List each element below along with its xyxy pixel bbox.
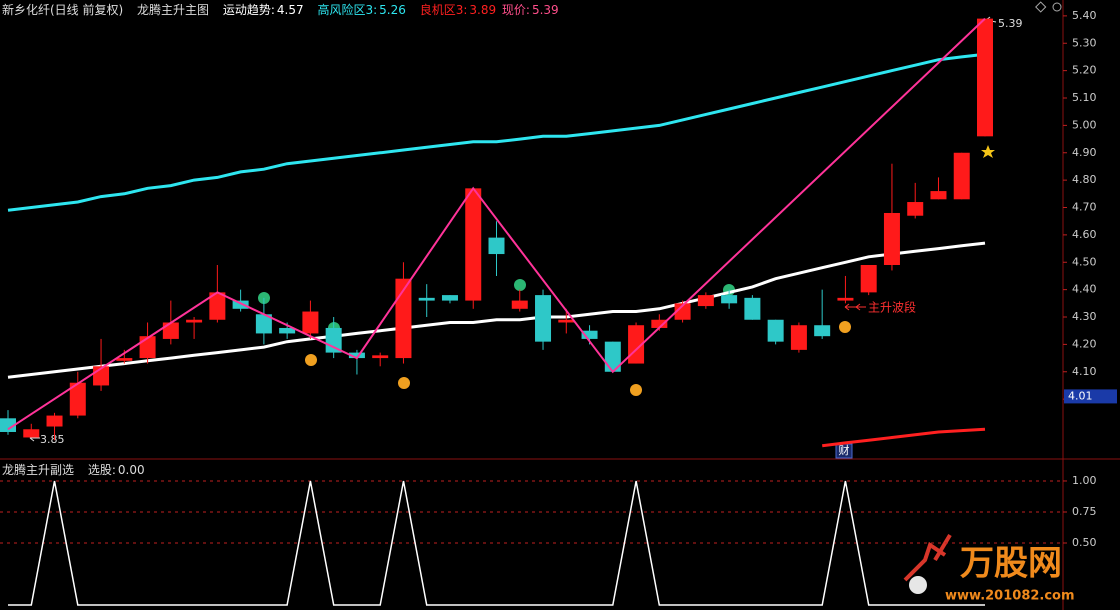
main-header: 新乡化纤(日线 前复权) 龙腾主升主图 运动趋势: 4.57 高风险区3: 5.26…: [2, 1, 561, 18]
candle-body: [744, 297, 761, 320]
candle-body: [441, 295, 458, 301]
cursor-box: [1064, 389, 1117, 404]
candle-body: [302, 311, 319, 334]
annotation: 主升波段: [868, 300, 916, 315]
logo-name: 万股网: [960, 544, 1062, 584]
badge: 财: [839, 443, 850, 457]
logo-icon: [903, 533, 952, 582]
low-label: 3.85: [40, 433, 65, 446]
candle-body: [325, 327, 342, 353]
y-tick-label: 4.70: [1072, 201, 1097, 214]
candle-body: [488, 237, 505, 255]
series-line: [7, 241, 986, 379]
legend-label: 选股:: [87, 463, 116, 477]
indicator-title: 龙腾主升主图: [137, 3, 210, 17]
legend-value: 5.26: [379, 3, 406, 17]
candle-body: [116, 358, 133, 361]
candle-body: [372, 355, 389, 359]
sub-title: 龙腾主升副选: [2, 463, 75, 477]
legend-value: 4.57: [276, 3, 304, 17]
stock-title: 新乡化纤(日线 前复权): [2, 3, 124, 17]
y-tick-label: 4.20: [1072, 337, 1097, 350]
candle-body: [721, 295, 738, 304]
y-tick-label: 4.10: [1072, 365, 1097, 378]
candle-body: [930, 191, 947, 200]
y-tick-label: 4.80: [1072, 173, 1097, 186]
candle-body: [511, 300, 528, 309]
y-tick-label: 4.30: [1072, 310, 1097, 323]
candle-body: [395, 278, 412, 359]
candle-body: [581, 330, 598, 339]
y-tick-label: 4.60: [1072, 228, 1097, 241]
candle-body: [535, 295, 552, 342]
candle-body: [651, 319, 668, 328]
y-tick-label: 5.30: [1072, 36, 1097, 49]
star-icon: [981, 145, 995, 158]
candle-body: [790, 325, 807, 350]
candle-body: [860, 264, 877, 293]
candle-body: [604, 341, 621, 372]
zigzag-line: [7, 17, 986, 431]
candle-body: [767, 319, 784, 342]
legend-label: 运动趋势:: [222, 3, 275, 17]
logo-icon: [909, 576, 927, 594]
window-icon[interactable]: [1035, 1, 1047, 13]
candle-body: [209, 292, 226, 320]
candle-body: [46, 415, 63, 427]
candle-body: [907, 202, 924, 216]
candle-body: [558, 319, 575, 323]
candle-body: [0, 418, 16, 432]
y-tick-label: 0.50: [1072, 536, 1097, 549]
y-tick-label: 4.50: [1072, 255, 1097, 268]
candle-body: [837, 297, 854, 301]
candle-body: [255, 314, 272, 334]
series-line: [8, 480, 985, 606]
candle-body: [69, 382, 86, 416]
candle-body: [883, 212, 900, 265]
legend-label: 良机区3:: [419, 3, 468, 17]
candle-body: [953, 152, 970, 200]
y-tick-label: 4.90: [1072, 146, 1097, 159]
candle-body: [279, 327, 296, 334]
y-tick-label: 4.40: [1072, 283, 1097, 296]
candle-body: [186, 319, 203, 323]
y-tick-label: 0.75: [1072, 505, 1097, 518]
y-tick-label: 1.00: [1072, 474, 1097, 487]
candle-body: [418, 297, 435, 301]
y-tick-label: 5.20: [1072, 64, 1097, 77]
candle-body: [465, 188, 482, 301]
logo-url: www.201082.com: [945, 589, 1075, 604]
candle-body: [348, 352, 365, 359]
arrow: [844, 303, 866, 311]
candle-body: [697, 295, 714, 307]
legend-label: 高风险区3:: [317, 3, 378, 17]
price-label: 现价:: [501, 3, 530, 17]
candle-body: [977, 18, 993, 137]
candle-body: [674, 303, 691, 320]
y-tick-label: 5.00: [1072, 118, 1097, 131]
cursor-label: 4.01: [1068, 389, 1093, 402]
high-label: 5.39: [998, 17, 1023, 30]
sub-header: 龙腾主升副选 选股: 0.00: [2, 461, 147, 478]
candle-body: [139, 336, 156, 359]
window-icon[interactable]: [1052, 2, 1062, 12]
candle-body: [23, 429, 40, 438]
legend-value: 0.00: [117, 463, 145, 477]
candle-body: [232, 300, 249, 309]
y-tick-label: 5.10: [1072, 91, 1097, 104]
y-tick-label: 5.40: [1072, 9, 1097, 22]
price-value: 5.39: [531, 3, 559, 17]
candle-body: [814, 325, 831, 337]
candle-body: [162, 322, 179, 339]
series-line: [822, 427, 986, 448]
series-line: [7, 52, 986, 212]
legend-value: 3.89: [469, 3, 497, 17]
